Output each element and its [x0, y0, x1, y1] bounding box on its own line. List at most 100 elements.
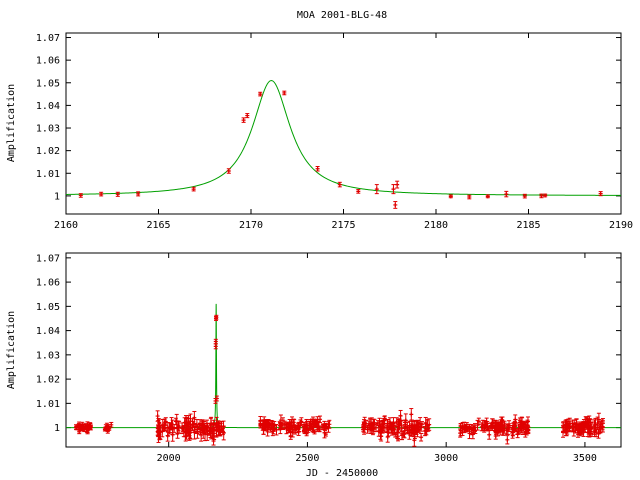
data-point	[393, 202, 398, 207]
data-point	[216, 427, 221, 432]
data-point	[572, 421, 577, 426]
data-point	[356, 189, 361, 194]
data-point	[156, 434, 161, 439]
data-point	[176, 423, 181, 428]
data-point	[315, 166, 320, 171]
data-point	[270, 421, 275, 426]
data-point	[416, 424, 421, 429]
data-point	[309, 424, 314, 429]
data-point	[506, 426, 511, 431]
data-point	[258, 424, 263, 429]
data-point	[274, 427, 279, 432]
data-point	[304, 421, 309, 426]
data-point	[600, 425, 605, 430]
data-point	[405, 427, 410, 432]
data-point	[186, 421, 191, 426]
data-point	[467, 431, 472, 436]
y-tick-label: 1.02	[36, 146, 60, 157]
x-tick-label: 2160	[54, 220, 78, 231]
data-point	[312, 429, 317, 434]
data-point	[191, 421, 196, 426]
data-point	[180, 426, 185, 431]
x-tick-label: 2185	[516, 220, 540, 231]
data-point	[317, 426, 322, 431]
data-point	[74, 425, 78, 430]
data-point	[585, 430, 590, 435]
data-point	[197, 426, 202, 431]
data-point	[278, 418, 283, 423]
data-point	[412, 438, 417, 443]
x-tick-label: 3000	[434, 453, 458, 464]
data-point	[409, 412, 414, 417]
data-point	[525, 423, 530, 428]
data-point	[213, 339, 218, 344]
data-point	[504, 192, 509, 197]
data-point	[295, 423, 300, 428]
data-point	[241, 118, 246, 123]
data-point	[419, 435, 424, 440]
x-tick-label: 2180	[424, 220, 448, 231]
y-tick-label: 1.03	[36, 124, 60, 135]
data-point	[323, 432, 328, 437]
data-point	[214, 396, 219, 401]
data-point	[539, 193, 544, 198]
data-point	[299, 419, 304, 424]
ylabel-bottom: Amplification	[6, 311, 17, 389]
data-point	[136, 191, 141, 196]
data-point	[85, 428, 90, 433]
data-point	[394, 419, 399, 424]
x-tick-label: 2165	[146, 220, 170, 231]
figure-title: MOA 2001-BLG-48	[297, 10, 387, 21]
data-point	[191, 187, 196, 192]
y-tick-label: 1.07	[36, 253, 60, 264]
data-point	[211, 427, 216, 432]
y-tick-label: 1.05	[36, 302, 60, 313]
plot-frame-top	[65, 32, 622, 215]
data-point	[288, 433, 293, 438]
data-point	[268, 427, 273, 432]
y-tick-label: 1.06	[36, 56, 60, 67]
x-tick-label: 2000	[157, 453, 181, 464]
ylabel-top: Amplification	[6, 84, 17, 162]
data-point	[512, 423, 517, 428]
data-point	[213, 344, 218, 349]
data-point	[99, 192, 104, 197]
data-point	[543, 193, 548, 198]
data-point	[467, 195, 472, 200]
data-point	[598, 191, 603, 196]
data-point	[492, 424, 497, 429]
plot-layer	[66, 303, 621, 447]
data-point	[588, 425, 593, 430]
data-point	[485, 194, 490, 199]
data-point	[362, 422, 367, 427]
data-point	[374, 425, 379, 430]
data-point	[390, 425, 395, 430]
data-point	[190, 422, 195, 427]
bottom-panel: Amplification JD - 2450000 1 1.01 1.02 1.03…	[6, 252, 622, 479]
data-point	[266, 422, 271, 427]
data-point	[77, 423, 82, 428]
data-point	[315, 419, 320, 424]
data-point	[510, 430, 515, 435]
data-point	[473, 428, 478, 433]
data-point	[362, 427, 367, 432]
data-point	[467, 424, 472, 429]
model-curve	[66, 303, 621, 429]
data-point	[258, 92, 263, 97]
data-point	[284, 423, 289, 428]
y-tick-label: 1	[54, 191, 60, 202]
data-point	[326, 424, 331, 429]
top-panel: Amplification 1 1.01 1.02 1.03 1.04 1.05 1.06 1…	[6, 32, 633, 231]
data-point	[391, 187, 396, 192]
data-point	[398, 413, 403, 418]
data-point	[218, 430, 223, 435]
data-point	[312, 422, 317, 427]
y-tick-label: 1.04	[36, 326, 60, 337]
data-point	[592, 424, 597, 429]
data-point	[323, 425, 328, 430]
xlabel-bottom: JD - 2450000	[306, 468, 378, 479]
data-point	[192, 430, 197, 435]
data-point	[565, 425, 570, 430]
data-point	[170, 432, 175, 437]
